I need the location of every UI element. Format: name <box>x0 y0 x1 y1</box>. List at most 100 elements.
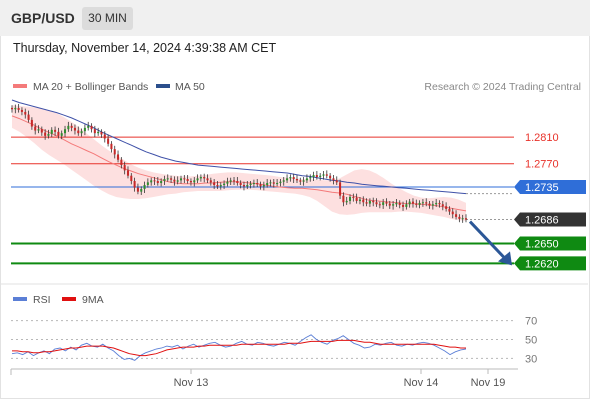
candle <box>27 110 30 123</box>
candle-body <box>408 201 411 205</box>
candle <box>196 174 199 184</box>
candle <box>358 196 361 205</box>
candle <box>339 179 342 199</box>
x-axis-ticks: Nov 13 Nov 14 Nov 19 <box>174 369 505 389</box>
candle-body <box>120 159 123 166</box>
candle <box>262 181 265 191</box>
candle-body <box>107 138 110 144</box>
candle <box>153 177 156 185</box>
candle-body <box>67 125 70 130</box>
candle <box>229 177 232 185</box>
candle-body <box>352 196 355 198</box>
candle <box>418 200 421 209</box>
candle <box>233 177 236 185</box>
candle <box>441 200 444 211</box>
chart-datetime: Thursday, November 14, 2024 4:39:38 AM C… <box>13 41 277 55</box>
x-tick-label: Nov 13 <box>174 377 209 389</box>
candle-body <box>382 202 385 205</box>
candle-body <box>219 185 222 187</box>
legend-rsi-swatch <box>13 297 27 301</box>
legend-ma50-label: MA 50 <box>175 81 205 93</box>
candle-body <box>362 199 365 203</box>
candle <box>166 174 169 182</box>
candle-body <box>233 180 236 182</box>
candle-body <box>73 127 76 131</box>
x-tick-label: Nov 14 <box>404 377 439 389</box>
candle <box>355 193 358 204</box>
candle <box>292 173 295 184</box>
candle-body <box>365 202 368 204</box>
candle <box>209 177 212 186</box>
candle <box>269 179 272 187</box>
candle <box>249 181 252 189</box>
candle-body <box>126 170 130 176</box>
candle <box>219 182 222 190</box>
candle-body <box>392 204 395 206</box>
legend-9ma-label: 9MA <box>82 294 104 306</box>
candle-body <box>193 180 196 183</box>
price-label-1.2620: 1.2620 <box>525 258 559 270</box>
candle-body <box>266 183 269 185</box>
candle <box>299 177 302 185</box>
candle <box>421 198 424 207</box>
candle-body <box>203 177 206 179</box>
candle <box>402 201 405 211</box>
candle <box>461 214 464 223</box>
candle-body <box>196 178 199 181</box>
candle-body <box>229 180 232 182</box>
candle-body <box>70 125 73 128</box>
timeframe-button[interactable]: 30 MIN <box>82 7 133 30</box>
candle-body <box>123 165 126 171</box>
candle <box>342 192 345 207</box>
price-label-1.2650: 1.2650 <box>525 238 559 250</box>
price-tag-1.2620 <box>514 256 586 271</box>
candle <box>431 200 434 210</box>
candle <box>279 179 282 187</box>
candle <box>438 200 441 208</box>
candle-body <box>156 181 159 184</box>
candle <box>352 193 355 202</box>
candle-body <box>209 180 212 183</box>
candle <box>100 129 103 138</box>
price-label-1.2686: 1.2686 <box>525 215 559 227</box>
candle <box>60 130 63 140</box>
candle-body <box>445 206 448 209</box>
candle <box>415 199 418 208</box>
candle <box>425 198 428 207</box>
candle-body <box>206 178 209 181</box>
candle <box>183 175 186 184</box>
candle-body <box>395 202 398 205</box>
candle-body <box>312 175 315 178</box>
top-toolbar: GBP/USD 30 MIN <box>0 0 590 36</box>
candle-body <box>398 202 401 205</box>
candle-body <box>34 126 37 131</box>
candle-body <box>17 107 20 110</box>
candle-body <box>14 107 17 110</box>
candle <box>93 125 96 138</box>
candle-body <box>315 175 318 178</box>
candle <box>176 176 179 185</box>
price-label-1.2735: 1.2735 <box>525 182 559 194</box>
candle <box>160 178 163 187</box>
candle-body <box>451 211 454 215</box>
candle <box>107 134 110 147</box>
candle <box>216 181 219 189</box>
candle <box>325 170 328 179</box>
candle <box>435 198 438 207</box>
forecast-arrow-head <box>498 251 512 266</box>
rsi-ma9-line <box>12 339 466 357</box>
candle-body <box>279 181 282 184</box>
legend-ma20-label: MA 20 + Bollinger Bands <box>33 81 148 93</box>
candle <box>448 206 451 215</box>
price-levels <box>11 136 514 265</box>
candle <box>14 104 17 114</box>
candle <box>120 157 123 169</box>
candle-body <box>113 149 116 155</box>
candle <box>150 177 153 186</box>
candle-body <box>355 197 358 201</box>
candle <box>405 200 408 210</box>
candle <box>146 178 149 188</box>
price-tags: 1.2810 1.2770 1.2735 1.2686 1.2650 1.2620 <box>514 132 586 271</box>
ma50-line <box>11 99 467 195</box>
